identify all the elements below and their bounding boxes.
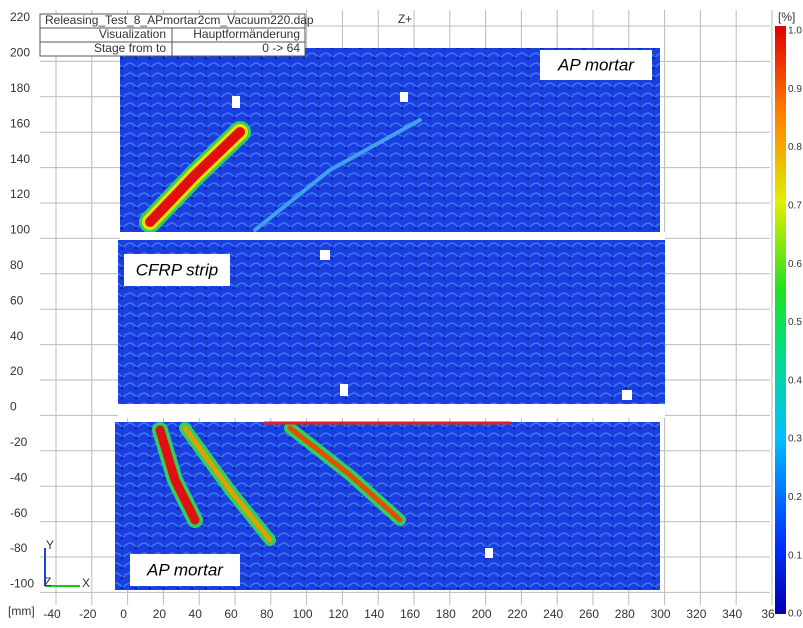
colorbar-tick-label: 0.6 [788,259,802,270]
y-tick-label: 180 [10,81,30,95]
x-tick-label: 260 [579,607,599,621]
unit: [mm] [8,604,35,618]
y-tick-label: 20 [10,364,24,378]
y-tick-label: -60 [10,506,28,520]
y-tick-label: -40 [10,470,28,484]
row-label: Stage from to [94,41,166,55]
x-tick-label: -40 [43,607,61,621]
info-table: Releasing_Test_8_APmortar2cm_Vacuum220.d… [39,13,314,57]
axis-z: Z [44,575,51,589]
y-tick-label: 60 [10,293,24,307]
axis-x: X [82,576,90,590]
view-label: Z+ [398,12,412,26]
x-tick-label: 180 [436,607,456,621]
triad: Y Z X [44,538,90,590]
colorbar [775,26,786,614]
y-tick-label: 200 [10,46,30,60]
x-tick-label: 280 [615,607,635,621]
colorbar-tick-label: 0.3 [788,434,802,445]
file-name: Releasing_Test_8_APmortar2cm_Vacuum220.d… [45,13,314,27]
x-tick-label: -20 [79,607,97,621]
annotation: CFRP strip [136,260,219,279]
y-tick-label: 160 [10,116,30,130]
y-tick-label: -100 [10,577,34,591]
colorbar-tick-label: 0.0 [788,609,802,620]
y-tick-label: 0 [10,400,17,414]
x-tick-label: 100 [293,607,313,621]
colorbar-tick-label: 0.7 [788,201,802,212]
row-value: Hauptformänderung [193,27,300,41]
colorbar-tick-label: 0.9 [788,84,802,95]
row-value: 0 -> 64 [262,41,300,55]
colorbar-tick-label: 0.4 [788,375,802,386]
x-tick-label: 80 [260,607,274,621]
specimen [115,48,665,590]
x-tick-label: 220 [507,607,527,621]
x-tick-label: 320 [686,607,706,621]
annotation: AP mortar [146,560,224,579]
y-tick-label: -80 [10,541,28,555]
y-tick-label: 100 [10,223,30,237]
x-tick-label: 40 [189,607,203,621]
y-tick-label: 120 [10,187,30,201]
y-tick-label: -20 [10,435,28,449]
colorbar-tick-label: 0.5 [788,317,802,328]
colorbar-tick-label: 1.0 [788,26,802,37]
y-tick-label: 80 [10,258,24,272]
y-tick-label: 40 [10,329,24,343]
y-tick-label: 140 [10,152,30,166]
axis-y: Y [46,538,54,552]
annotation: AP mortar [557,55,635,74]
x-tick-label: 140 [364,607,384,621]
x-tick-label: 0 [120,607,127,621]
x-tick-label: 120 [328,607,348,621]
y-tick-label: 220 [10,10,30,24]
x-tick-label: 200 [472,607,492,621]
x-tick-label: 240 [543,607,563,621]
colorbar-tick-label: 0.2 [788,492,802,503]
annotations: AP mortar CFRP strip AP mortar [124,50,652,586]
x-tick-label: 20 [153,607,167,621]
x-tick-label: 36 [761,607,775,621]
x-tick-label: 340 [722,607,742,621]
row-label: Visualization [99,27,166,41]
colorbar-tick-label: 0.8 [788,142,802,153]
colorbar-unit: [%] [778,10,795,24]
x-tick-label: 300 [651,607,671,621]
x-tick-label: 160 [400,607,420,621]
x-tick-label: 60 [224,607,238,621]
colorbar-tick-label: 0.1 [788,550,802,561]
